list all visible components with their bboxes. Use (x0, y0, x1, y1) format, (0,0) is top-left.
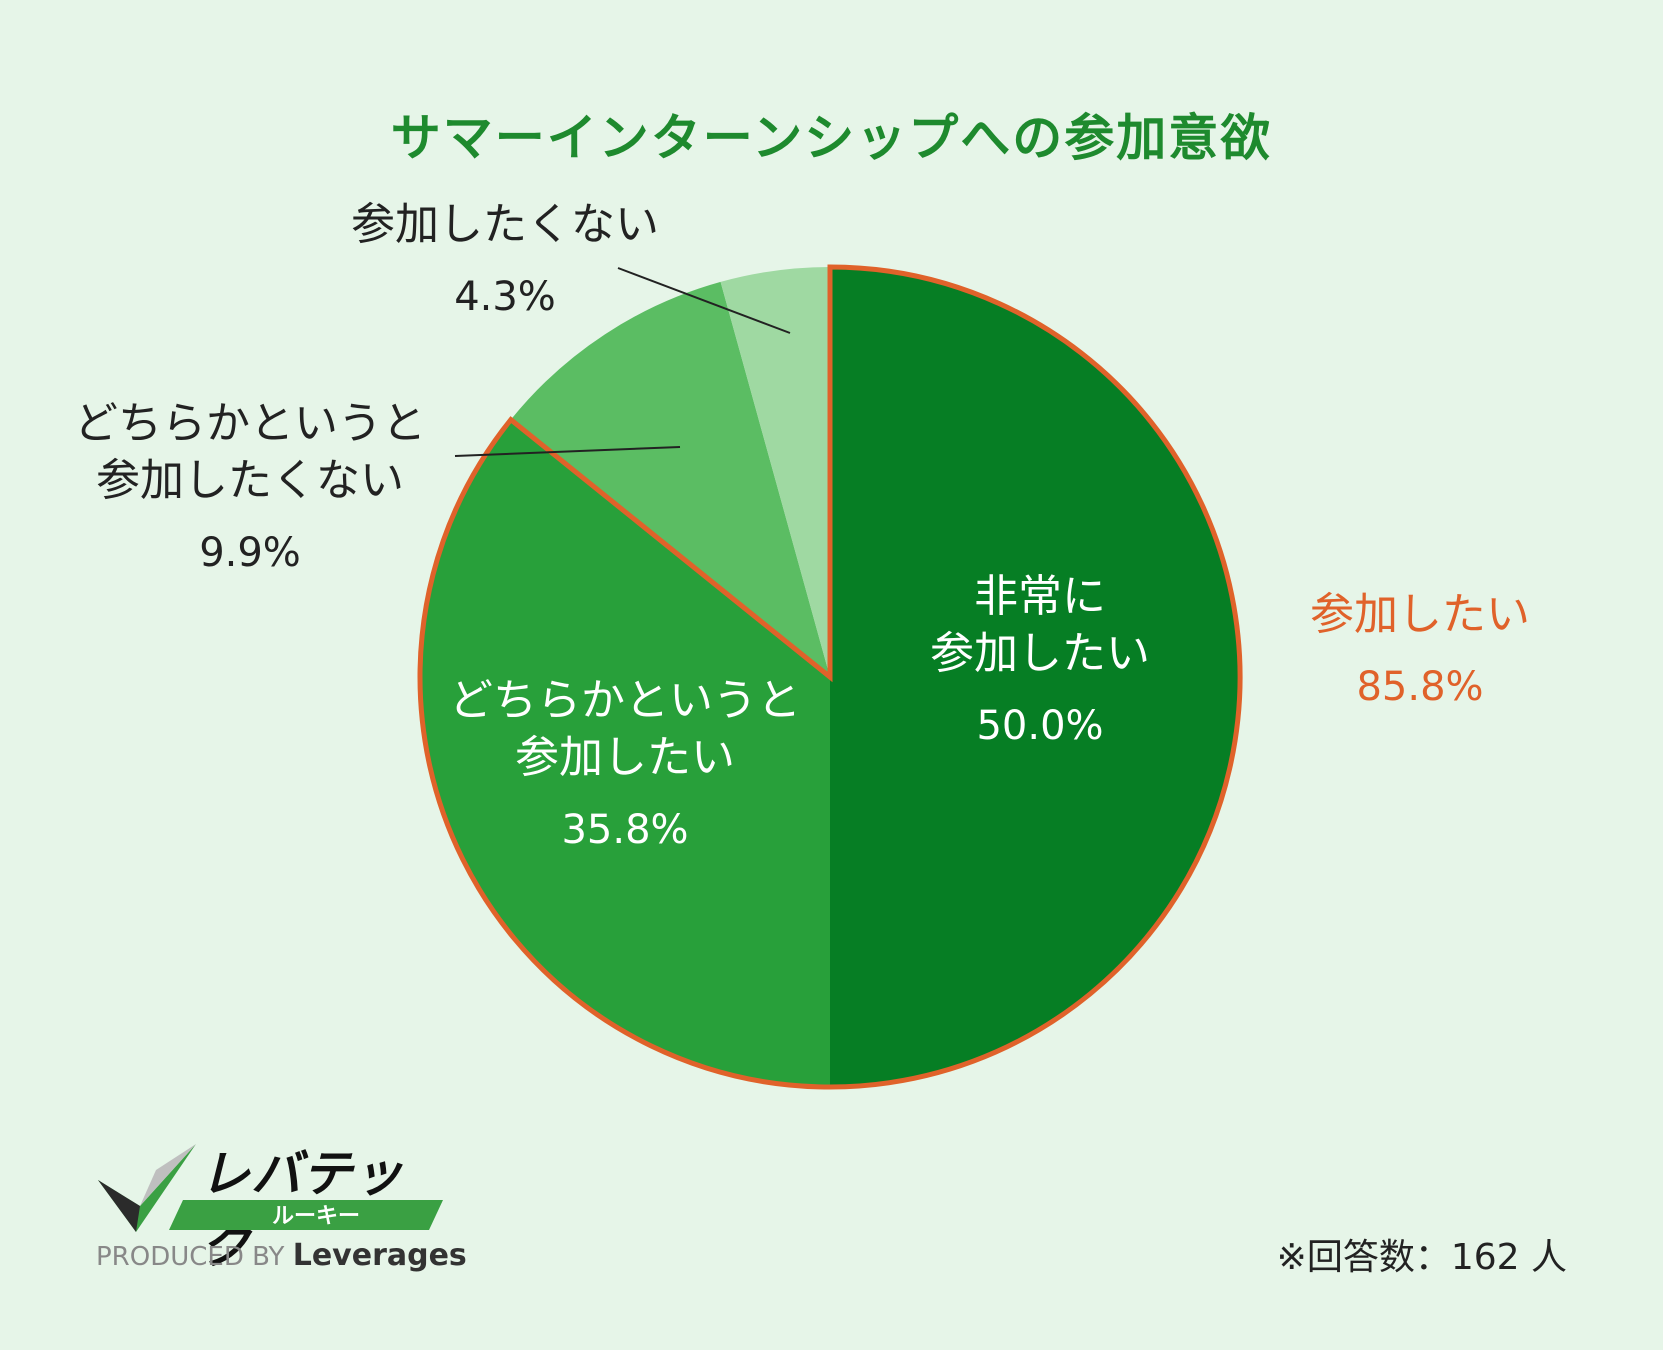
slice-percent-label: 9.9% (199, 530, 301, 577)
slice-label-somewhat-willing: どちらかというと 参加したい 35.8% (420, 672, 830, 856)
logo-sub: ルーキー (271, 1204, 360, 1229)
pie-slice (419, 419, 830, 1087)
group-label-text: 参加したい (1310, 589, 1530, 640)
logo-check-icon (98, 1144, 196, 1232)
pie-slice (510, 281, 830, 677)
slice-label-line: 参加したくない (96, 455, 404, 507)
group-label-willing: 参加したい 85.8% (1270, 586, 1570, 713)
pie-slice (830, 267, 1240, 1087)
chart-title: サマーインターンシップへの参加意欲 (390, 109, 1273, 167)
slice-label-line: 参加したい (930, 628, 1150, 680)
slice-label-line: 参加したくない (351, 199, 659, 250)
slice-percent-label: 4.3% (454, 274, 556, 321)
slice-percent-label: 50.0% (976, 703, 1104, 750)
slice-label-line: どちらかというと (74, 398, 426, 449)
logo-produced-by: PRODUCED BY Leverages (96, 1238, 467, 1273)
brand-name: Leverages (292, 1238, 467, 1273)
produced-by-text: PRODUCED BY (96, 1242, 285, 1272)
pie-slice (720, 267, 830, 677)
slice-label-unwilling: 参加したくない 4.3% (320, 196, 690, 323)
pie-group-outline (417, 264, 1243, 1090)
slice-label-somewhat-unwilling: どちらかというと 参加したくない 9.9% (40, 395, 460, 579)
leader-line-unwilling (617, 267, 791, 334)
slice-label-line: 参加したい (515, 732, 735, 784)
group-percent-label: 85.8% (1356, 664, 1484, 711)
slice-percent-label: 35.8% (561, 807, 689, 854)
slice-label-very-willing: 非常に 参加したい 50.0% (880, 568, 1200, 752)
leader-line-somewhat-unwilling (454, 446, 681, 457)
slice-label-line: 非常に (974, 571, 1106, 622)
response-count-note: ※回答数：162 人 (1276, 1237, 1567, 1278)
slice-label-line: どちらかというと (449, 675, 801, 726)
logo-name: レバテック (200, 1145, 404, 1275)
logo: レバテック ルーキー PRODUCED BY Leverages (96, 1138, 467, 1278)
